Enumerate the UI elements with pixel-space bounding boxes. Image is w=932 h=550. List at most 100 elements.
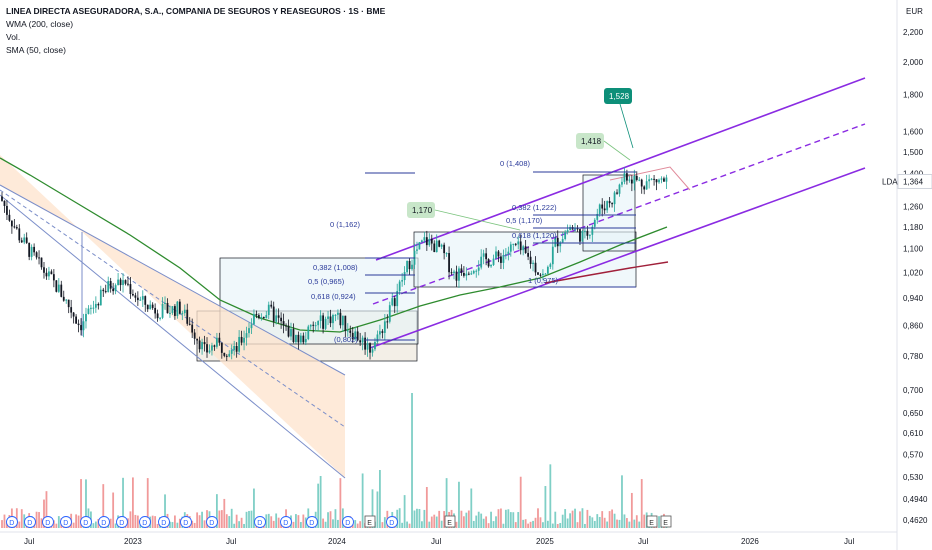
y-tick-label: 0,940 [903, 294, 924, 303]
candle-body [374, 341, 376, 350]
candle-body [341, 315, 344, 326]
volume-bar [581, 508, 584, 528]
volume-bar [633, 519, 636, 528]
candle-body [67, 299, 70, 308]
indicator-vol[interactable]: Vol. [6, 32, 21, 42]
volume-bar [35, 511, 38, 528]
volume-bar [514, 522, 517, 528]
volume-bar [379, 470, 381, 528]
event-marker-label: D [63, 520, 68, 527]
volume-bar [245, 511, 248, 528]
candle-body [285, 325, 287, 327]
volume-bar [102, 484, 105, 528]
volume-bar [191, 520, 194, 528]
y-tick-label: 1,600 [903, 128, 924, 137]
event-marker-label: E [447, 520, 452, 527]
candle-body [327, 316, 329, 319]
volume-bar [643, 514, 646, 528]
volume-bar [275, 513, 278, 528]
candle-body [643, 186, 646, 190]
candle-body [349, 330, 352, 333]
volume-bar [487, 523, 490, 528]
candle-body [433, 243, 436, 253]
candle-body [292, 329, 295, 343]
volume-bar [359, 521, 362, 528]
volume-bar [376, 491, 379, 528]
dividend-marker [60, 516, 72, 528]
candle-body [317, 320, 320, 326]
volume-bar [601, 511, 604, 528]
candle-body [361, 337, 364, 343]
volume-bar [425, 487, 428, 528]
rising-channel-mid [372, 123, 866, 305]
candle-body [445, 253, 448, 255]
volume-bar [443, 511, 446, 528]
volume-bar [576, 522, 579, 528]
candle-body [297, 334, 300, 343]
rising-channel-top [375, 77, 866, 261]
candle-body [62, 296, 65, 301]
x-tick-label: Jul [844, 537, 854, 546]
candle-body [411, 264, 413, 270]
candle-body [339, 312, 342, 326]
candle-body [630, 179, 633, 184]
volume-bar [403, 495, 406, 528]
x-tick-label: Jul [226, 537, 236, 546]
candle-body [635, 175, 638, 180]
candle-body [398, 281, 401, 291]
symbol-title: LINEA DIRECTA ASEGURADORA, S.A., COMPANI… [6, 6, 386, 16]
volume-bar [136, 515, 139, 528]
volume-bar [433, 514, 436, 528]
dividend-marker [80, 516, 92, 528]
candle-body [403, 272, 406, 281]
candle-body [119, 279, 122, 286]
volume-bar [571, 510, 574, 528]
candle-body [87, 308, 90, 314]
volume-bar [171, 522, 174, 528]
volume-bar [527, 523, 530, 528]
volume-bar [299, 522, 302, 528]
x-tick-label: Jul [431, 537, 441, 546]
volume-bar [606, 521, 609, 528]
volume-bar [292, 521, 295, 528]
candle-body [616, 192, 618, 194]
volume-bar [492, 521, 495, 528]
volume-bar [215, 494, 218, 528]
candle-body [517, 241, 520, 245]
volume-bar [356, 523, 359, 528]
volume-bar [265, 514, 268, 528]
volume-bar [223, 498, 226, 528]
y-tick-label: 0,4940 [903, 495, 928, 504]
candle-body [235, 345, 238, 352]
event-marker-label: D [9, 520, 14, 527]
volume-bar [480, 513, 483, 528]
volume-bar [524, 519, 527, 528]
candle-body [186, 309, 189, 324]
candle-body [351, 332, 354, 340]
candle-body [354, 331, 357, 340]
candle-body [314, 325, 317, 327]
candle-body [3, 200, 6, 206]
candle-body [512, 243, 515, 245]
volume-bar [112, 492, 115, 528]
candle-body [359, 340, 362, 343]
volume-bar [132, 477, 134, 528]
volume-bar [428, 521, 431, 528]
candle-body [10, 220, 13, 227]
rising-channel-bottom [369, 167, 866, 349]
volume-bar [445, 478, 448, 528]
candle-body [23, 237, 26, 243]
indicator-sma[interactable]: SMA (50, close) [6, 45, 66, 55]
indicator-wma[interactable]: WMA (200, close) [6, 19, 74, 29]
candle-body [509, 244, 512, 252]
candle-body [112, 288, 115, 292]
volume-bar [509, 512, 512, 528]
event-marker-label: D [257, 520, 262, 527]
callout-pointer [603, 140, 631, 161]
y-tick-label: 2,200 [903, 28, 924, 37]
candle-body [243, 337, 245, 343]
candle-body [500, 256, 502, 263]
volume-bar [539, 517, 542, 528]
candle-body [386, 321, 389, 323]
